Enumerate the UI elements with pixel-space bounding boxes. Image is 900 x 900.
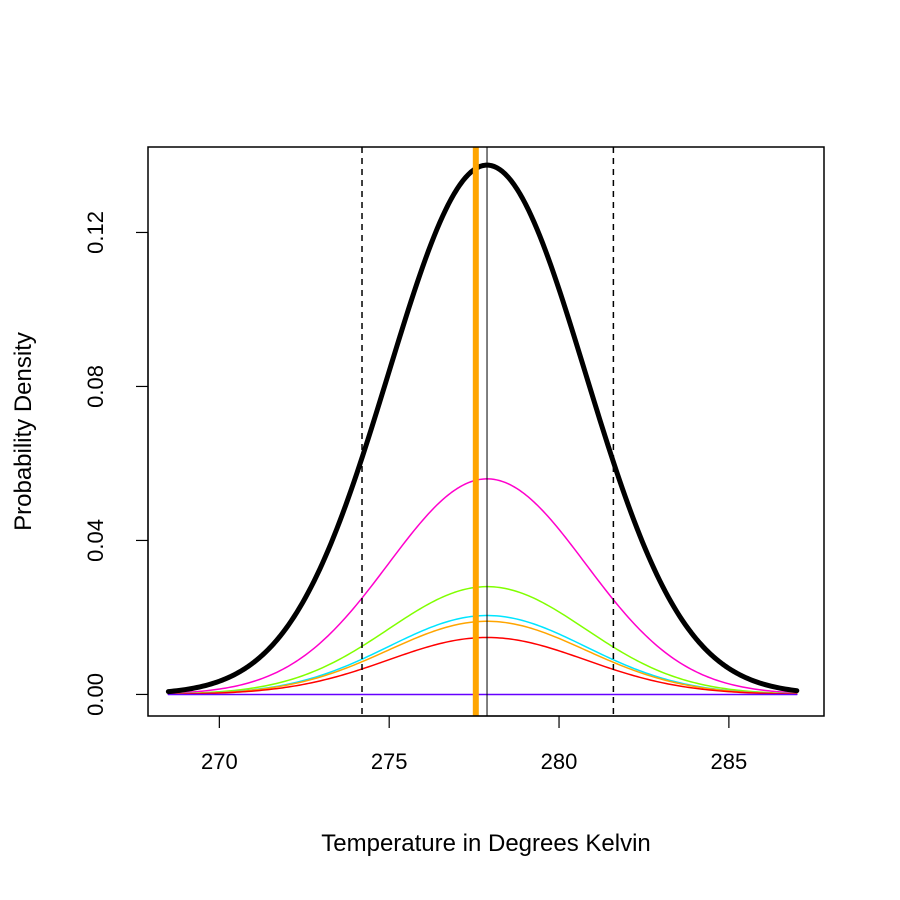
density-curves <box>165 162 800 696</box>
y-tick-label: 0.00 <box>83 673 108 716</box>
y-tick-label: 0.12 <box>83 211 108 254</box>
x-tick-label: 275 <box>371 749 408 774</box>
x-tick-label: 285 <box>711 749 748 774</box>
y-tick-label: 0.04 <box>83 519 108 562</box>
series-line-3 <box>167 585 798 695</box>
plot-frame <box>147 146 825 717</box>
x-axis: 270 275 280 285 <box>201 715 748 774</box>
x-axis-title: Temperature in Degrees Kelvin <box>321 830 651 857</box>
series-line-1 <box>165 162 800 695</box>
reference-lines <box>361 147 615 716</box>
series-line-2 <box>167 478 798 695</box>
x-tick-label: 280 <box>541 749 578 774</box>
y-axis-title: Probability Density <box>10 332 37 531</box>
series-line-5 <box>167 620 798 695</box>
series-line-6 <box>167 636 798 695</box>
x-tick-label: 270 <box>201 749 238 774</box>
y-axis: 0.00 0.04 0.08 0.12 <box>83 211 149 716</box>
y-tick-label: 0.08 <box>83 365 108 408</box>
